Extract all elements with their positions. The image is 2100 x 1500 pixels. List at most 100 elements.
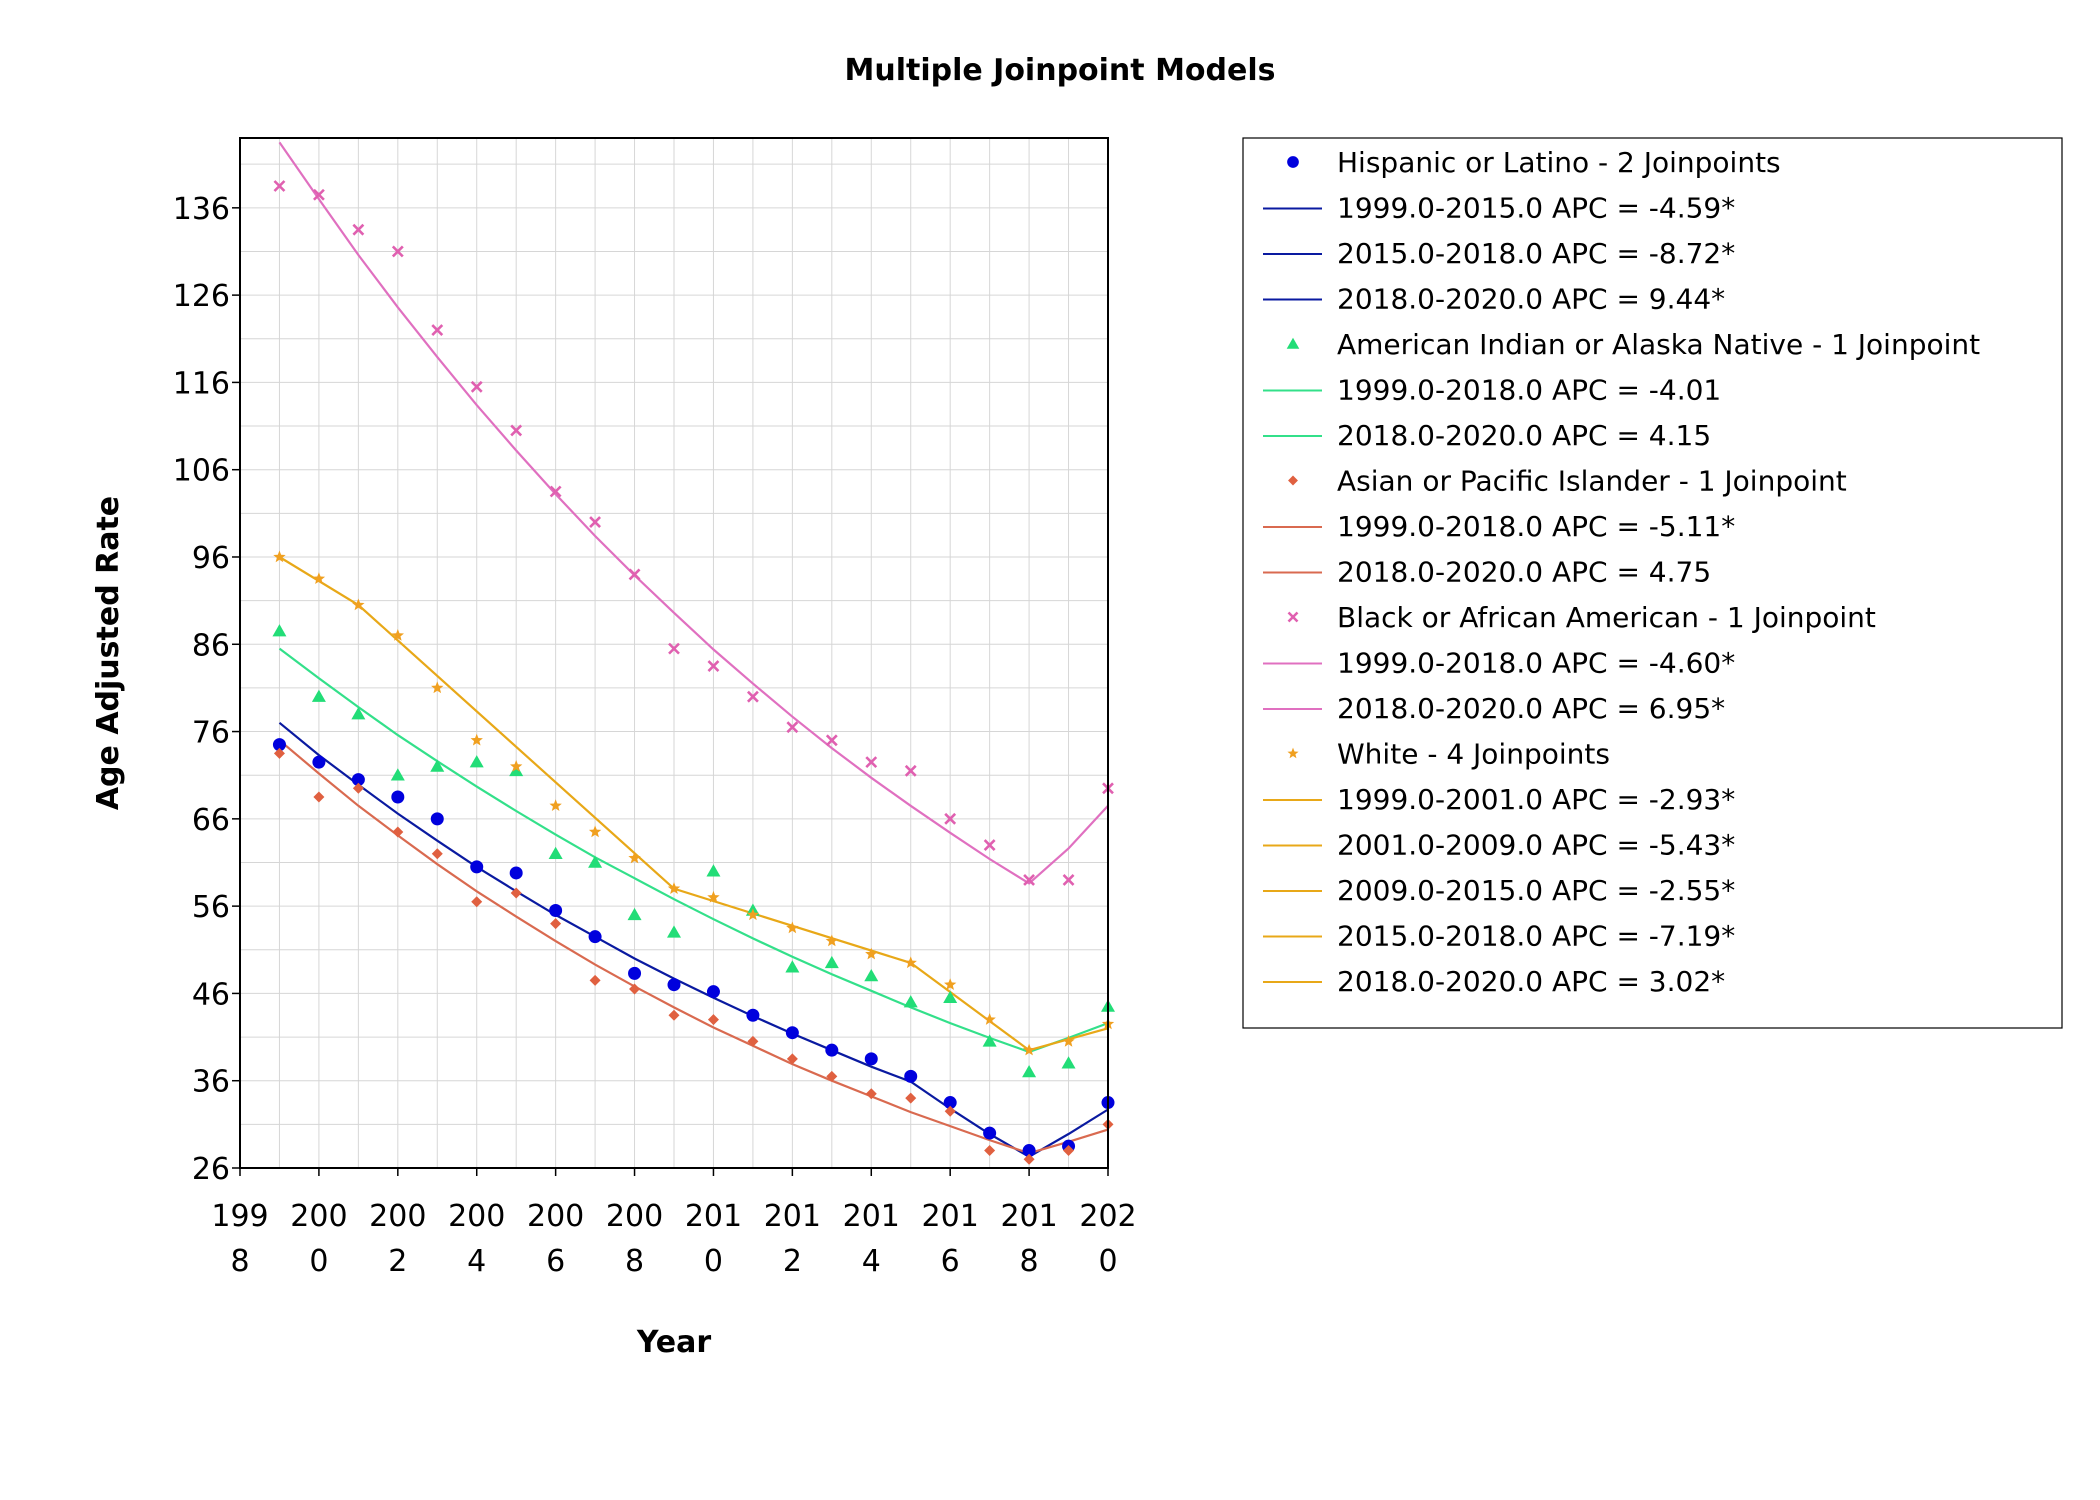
data-point-series-4 [825, 934, 838, 947]
x-tick-label: 2 [388, 1244, 407, 1279]
x-axis-title: Year [636, 1325, 712, 1360]
legend-apc-label: 1999.0-2015.0 APC = -4.59* [1337, 192, 1735, 225]
data-point-series-0 [509, 866, 523, 880]
data-point-series-4 [588, 825, 602, 838]
data-point-series-3 [707, 660, 720, 673]
data-point-series-4 [707, 890, 720, 903]
data-point-series-4 [1022, 1043, 1036, 1056]
legend-apc-label: 2001.0-2009.0 APC = -5.43* [1337, 829, 1735, 862]
data-point-series-2 [944, 1105, 956, 1117]
x-tick-label: 8 [625, 1244, 644, 1279]
data-point-series-3 [510, 424, 523, 437]
x-tick-label: 2 [783, 1244, 802, 1279]
data-point-series-1 [706, 864, 721, 877]
data-point-series-1 [509, 763, 524, 777]
legend-apc-label: 2015.0-2018.0 APC = -7.19* [1337, 920, 1735, 953]
data-point-series-1 [785, 960, 800, 973]
data-point-series-3 [1062, 874, 1075, 886]
y-tick-label: 76 [192, 716, 230, 751]
data-point-series-4 [865, 947, 878, 960]
x-tick-label: 199 [211, 1199, 268, 1234]
data-point-series-0 [785, 1026, 799, 1040]
data-point-series-3 [825, 734, 838, 747]
x-tick-label: 201 [922, 1199, 979, 1234]
data-point-series-2 [431, 848, 443, 860]
legend-marker-series-1 [1286, 337, 1300, 349]
data-point-series-4 [628, 851, 641, 864]
data-point-series-0 [391, 790, 405, 804]
data-point-series-0 [549, 904, 563, 917]
data-point-series-1 [311, 689, 326, 702]
data-point-series-2 [865, 1088, 877, 1100]
data-point-series-4 [431, 681, 444, 694]
data-point-series-4 [470, 733, 483, 746]
data-point-series-2 [984, 1145, 996, 1157]
legend-apc-label: 2015.0-2018.0 APC = -8.72* [1337, 237, 1735, 270]
data-point-series-0 [1022, 1144, 1036, 1158]
data-point-series-3 [904, 764, 917, 777]
data-point-series-3 [352, 223, 365, 236]
data-point-series-3 [628, 568, 641, 581]
data-point-series-1 [351, 707, 366, 720]
x-tick-label: 202 [1079, 1199, 1136, 1234]
y-axis: 26 36 46 56 66 76 86 96 106 116 126 136 [173, 192, 240, 1187]
fit-line-series-0 [278, 721, 1109, 1158]
data-point-series-1 [824, 955, 839, 969]
data-point-series-2 [786, 1053, 798, 1065]
x-tick-label: 0 [704, 1244, 723, 1279]
y-tick-label: 96 [192, 541, 230, 576]
data-point-series-0 [983, 1126, 997, 1140]
y-tick-label: 136 [173, 192, 230, 227]
data-point-series-4 [667, 882, 681, 894]
legend-apc-label: 2018.0-2020.0 APC = 3.02* [1337, 965, 1725, 998]
legend-box [1242, 137, 2063, 1029]
legend-series-label: Hispanic or Latino - 2 Joinpoints [1337, 146, 1781, 179]
x-tick-label: 200 [448, 1199, 505, 1234]
data-point-series-1 [548, 846, 563, 860]
data-point-series-0 [628, 966, 642, 980]
y-tick-label: 126 [173, 279, 230, 314]
data-point-series-3 [865, 756, 878, 769]
x-tick-label: 200 [527, 1199, 584, 1234]
data-point-series-4 [904, 956, 917, 969]
legend-apc-label: 2018.0-2020.0 APC = 4.75 [1337, 556, 1711, 589]
fit-line-series-2 [278, 739, 1109, 1155]
data-point-series-2 [273, 747, 285, 759]
data-point-series-2 [392, 826, 404, 838]
data-point-series-0 [667, 978, 681, 992]
y-tick-label: 36 [192, 1065, 230, 1100]
data-point-series-0 [746, 1008, 760, 1022]
legend-apc-label: 2009.0-2015.0 APC = -2.55* [1337, 874, 1735, 907]
x-tick-label: 6 [546, 1244, 565, 1279]
legend-series-label: American Indian or Alaska Native - 1 Joi… [1337, 328, 1980, 361]
x-tick-label: 0 [1098, 1244, 1117, 1279]
fit-lines [278, 141, 1109, 1158]
data-point-series-3 [431, 324, 444, 336]
x-tick-label: 4 [467, 1244, 486, 1279]
x-tick-label: 8 [230, 1244, 249, 1279]
data-point-series-2 [747, 1035, 759, 1047]
data-point-series-1 [1061, 1056, 1076, 1069]
data-point-series-4 [746, 908, 760, 921]
y-tick-label: 106 [173, 454, 230, 489]
data-point-series-3 [668, 642, 680, 655]
data-point-series-1 [627, 907, 642, 921]
data-point-series-3 [1023, 874, 1036, 886]
legend-apc-label: 2018.0-2020.0 APC = 6.95* [1337, 692, 1725, 725]
x-tick-label: 6 [941, 1244, 960, 1279]
data-point-series-2 [707, 1014, 719, 1026]
y-tick-label: 26 [192, 1152, 230, 1187]
legend-apc-label: 1999.0-2018.0 APC = -5.11* [1337, 510, 1735, 543]
data-point-series-0 [825, 1043, 839, 1057]
data-point-series-3 [391, 245, 404, 258]
data-point-series-3 [312, 188, 325, 201]
data-point-series-4 [391, 629, 404, 641]
x-tick-label: 201 [764, 1199, 821, 1234]
data-point-series-0 [904, 1069, 918, 1083]
grid-lines [240, 138, 1108, 1168]
data-point-series-1 [1022, 1064, 1037, 1078]
data-point-series-4 [1062, 1034, 1075, 1047]
data-point-series-0 [351, 773, 365, 787]
x-tick-label: 200 [369, 1199, 426, 1234]
